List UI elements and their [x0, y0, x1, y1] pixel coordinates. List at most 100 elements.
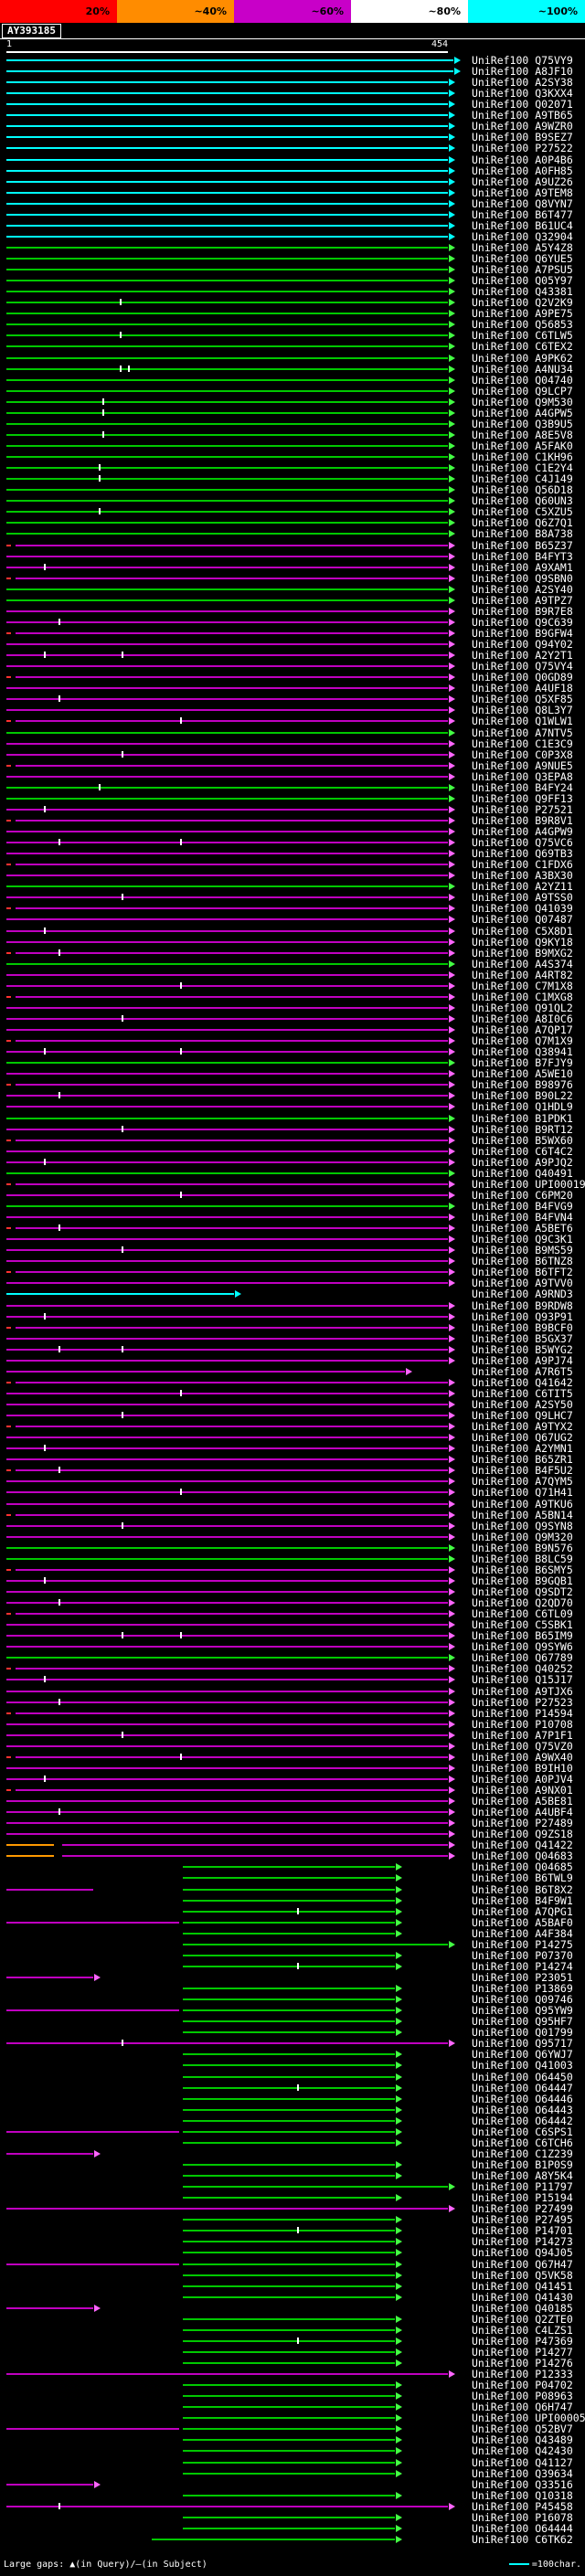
alignment-bar[interactable] — [15, 1426, 448, 1428]
hit-label[interactable]: UniRef100_B90L22 — [472, 1090, 573, 1102]
alignment-bar[interactable] — [6, 775, 448, 778]
hit-label[interactable]: UniRef100_P14594 — [472, 1707, 573, 1719]
alignment-bar[interactable] — [6, 433, 448, 436]
hit-label[interactable]: UniRef100_Q41642 — [472, 1376, 573, 1388]
alignment-bar[interactable] — [6, 1766, 448, 1769]
alignment-bar[interactable] — [6, 984, 448, 987]
hit-label[interactable]: UniRef100_P27523 — [472, 1696, 573, 1708]
hit-label[interactable]: UniRef100_Q6Z7Q1 — [472, 517, 573, 529]
alignment-bar[interactable] — [6, 422, 448, 425]
hit-label[interactable]: UniRef100_C6TLW5 — [472, 330, 573, 342]
hit-label[interactable]: UniRef100_Q9LCP7 — [472, 385, 573, 397]
hit-label[interactable]: UniRef100_Q8VYN7 — [472, 197, 573, 209]
hit-label[interactable]: UniRef100_A7P1F1 — [472, 1729, 573, 1741]
alignment-bar[interactable] — [6, 1084, 12, 1087]
alignment-bar[interactable] — [6, 1513, 12, 1516]
hit-label[interactable]: UniRef100_Q5XF85 — [472, 694, 573, 705]
alignment-bar[interactable] — [15, 676, 448, 679]
alignment-bar[interactable] — [182, 2339, 396, 2342]
hit-label[interactable]: UniRef100_B6TNZ8 — [472, 1256, 573, 1267]
alignment-bar[interactable] — [6, 1117, 448, 1119]
hit-label[interactable]: UniRef100_P15194 — [472, 2192, 573, 2204]
hit-label[interactable]: UniRef100_B9R7E8 — [472, 605, 573, 617]
alignment-bar[interactable] — [6, 709, 448, 712]
hit-label[interactable]: UniRef100_Q75VY9 — [472, 55, 573, 66]
alignment-bar[interactable] — [6, 1755, 12, 1758]
hit-label[interactable]: UniRef100_Q75VY4 — [472, 661, 573, 673]
alignment-bar[interactable] — [6, 334, 448, 337]
alignment-bar[interactable] — [6, 831, 448, 833]
alignment-bar[interactable] — [6, 544, 12, 546]
hit-label[interactable]: UniRef100_Q02071 — [472, 99, 573, 111]
hit-label[interactable]: UniRef100_Q40252 — [472, 1663, 573, 1675]
alignment-bar[interactable] — [6, 1733, 448, 1736]
hit-label[interactable]: UniRef100_Q09746 — [472, 1994, 573, 2006]
hit-label[interactable]: UniRef100_Q9FF13 — [472, 792, 573, 804]
alignment-bar[interactable] — [6, 853, 448, 855]
hit-label[interactable]: UniRef100_Q2ZTE0 — [472, 2313, 573, 2325]
hit-label[interactable]: UniRef100_A7QPG1 — [472, 1905, 573, 1917]
alignment-bar[interactable] — [6, 2263, 179, 2265]
alignment-bar[interactable] — [6, 2306, 93, 2309]
alignment-bar[interactable] — [6, 1128, 448, 1130]
hit-label[interactable]: UniRef100_Q05Y97 — [472, 275, 573, 287]
alignment-bar[interactable] — [6, 808, 448, 811]
hit-label[interactable]: UniRef100_C0P3X8 — [472, 748, 573, 760]
hit-label[interactable]: UniRef100_P23051 — [472, 1972, 573, 1983]
alignment-bar[interactable] — [6, 786, 448, 789]
alignment-bar[interactable] — [6, 1822, 448, 1825]
hit-label[interactable]: UniRef100_Q75VZ0 — [472, 1740, 573, 1752]
alignment-bar[interactable] — [6, 1238, 448, 1241]
alignment-bar[interactable] — [182, 1899, 396, 1902]
alignment-bar[interactable] — [15, 1040, 448, 1043]
alignment-bar[interactable] — [15, 1084, 448, 1087]
hit-label[interactable]: UniRef100_C1Z239 — [472, 2147, 573, 2159]
alignment-bar[interactable] — [6, 114, 448, 117]
alignment-bar[interactable] — [6, 1668, 12, 1670]
alignment-bar[interactable] — [6, 864, 12, 866]
alignment-bar[interactable] — [6, 313, 448, 315]
hit-label[interactable]: UniRef100_P27499 — [472, 2203, 573, 2215]
hit-label[interactable]: UniRef100_A9TPZ7 — [472, 594, 573, 606]
alignment-bar[interactable] — [182, 2086, 396, 2089]
alignment-bar[interactable] — [6, 1602, 448, 1605]
alignment-bar[interactable] — [6, 1370, 406, 1373]
hit-label[interactable]: UniRef100_Q9ZS18 — [472, 1829, 573, 1840]
alignment-bar[interactable] — [6, 764, 12, 767]
alignment-bar[interactable] — [6, 1404, 448, 1406]
alignment-bar[interactable] — [182, 2284, 396, 2287]
alignment-bar[interactable] — [6, 610, 448, 612]
alignment-bar[interactable] — [6, 1777, 448, 1780]
hit-label[interactable]: UniRef100_B5WX60 — [472, 1134, 573, 1146]
alignment-bar[interactable] — [182, 2108, 396, 2111]
alignment-bar[interactable] — [182, 2439, 396, 2442]
hit-label[interactable]: UniRef100_P27521 — [472, 803, 573, 815]
hit-label[interactable]: UniRef100_B65Z37 — [472, 539, 573, 551]
alignment-bar[interactable] — [182, 2197, 396, 2200]
alignment-bar[interactable] — [6, 92, 448, 95]
hit-label[interactable]: UniRef100_B5WYG2 — [472, 1343, 573, 1355]
alignment-bar[interactable] — [6, 1426, 12, 1428]
alignment-bar[interactable] — [6, 1182, 12, 1185]
hit-label[interactable]: UniRef100_B98976 — [472, 1079, 573, 1091]
alignment-bar[interactable] — [6, 70, 454, 73]
alignment-bar[interactable] — [6, 577, 12, 579]
alignment-bar[interactable] — [6, 1502, 448, 1505]
hit-label[interactable]: UniRef100_A4RT82 — [472, 969, 573, 981]
hit-label[interactable]: UniRef100_P13869 — [472, 1983, 573, 1995]
hit-label[interactable]: UniRef100_C1MXG8 — [472, 991, 573, 1002]
alignment-bar[interactable] — [6, 258, 448, 260]
hit-label[interactable]: UniRef100_B65ZR1 — [472, 1454, 573, 1466]
hit-label[interactable]: UniRef100_A9XAM1 — [472, 561, 573, 573]
hit-label[interactable]: UniRef100_P14701 — [472, 2225, 573, 2237]
alignment-bar[interactable] — [6, 2130, 179, 2133]
hit-label[interactable]: UniRef100_A9TEM8 — [472, 186, 573, 198]
alignment-bar[interactable] — [6, 1193, 448, 1196]
alignment-bar[interactable] — [15, 1326, 448, 1329]
alignment-bar[interactable] — [6, 720, 12, 723]
hit-label[interactable]: UniRef100_B6TFT2 — [472, 1267, 573, 1278]
hit-label[interactable]: UniRef100_Q04740 — [472, 374, 573, 386]
hit-label[interactable]: UniRef100_C4J149 — [472, 473, 573, 485]
hit-label[interactable]: UniRef100_Q9C3K1 — [472, 1234, 573, 1246]
alignment-bar[interactable] — [182, 2252, 396, 2254]
